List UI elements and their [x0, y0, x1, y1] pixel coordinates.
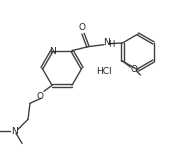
Text: HCl: HCl: [96, 67, 112, 76]
Text: N: N: [11, 127, 17, 136]
Text: O: O: [78, 23, 85, 32]
Text: N: N: [103, 38, 109, 47]
Text: O: O: [36, 92, 44, 101]
Text: O: O: [131, 64, 138, 74]
Text: N: N: [50, 47, 56, 56]
Text: H: H: [108, 40, 114, 49]
